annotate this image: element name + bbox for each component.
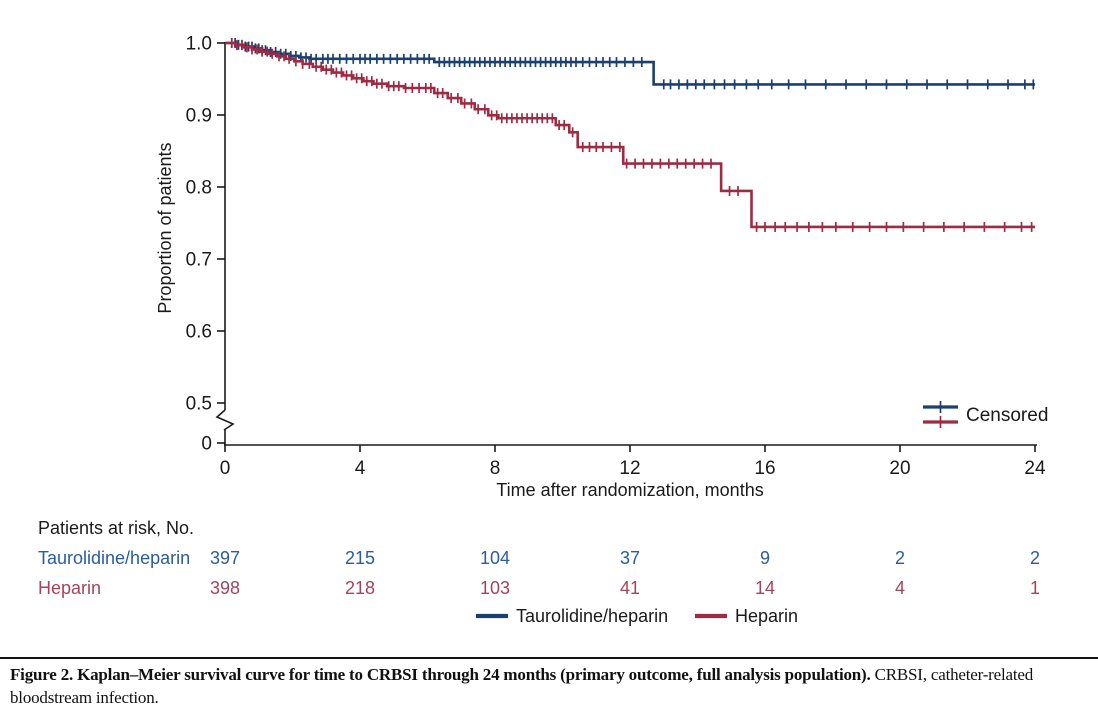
- caption-text: CRBSI, catheter-related bloodstream infe…: [10, 665, 1034, 707]
- y-tick-label: 0: [201, 434, 212, 455]
- risk-count: 103: [480, 578, 510, 598]
- km-curve-heparin: [225, 41, 1035, 229]
- y-tick-label: 0.9: [186, 106, 212, 127]
- x-tick-label: 8: [490, 458, 501, 479]
- risk-count: 4: [895, 578, 905, 598]
- risk-count: 1: [1030, 578, 1040, 598]
- risk-count: 218: [345, 578, 375, 598]
- y-tick-label: 0.5: [186, 394, 212, 415]
- y-tick-label: 0.8: [186, 178, 212, 199]
- y-axis-break: [215, 409, 235, 431]
- risk-count: 2: [895, 548, 905, 568]
- risk-count: 14: [755, 578, 775, 598]
- risk-count: 9: [760, 548, 770, 568]
- x-tick-label: 20: [889, 458, 910, 479]
- risk-count: 215: [345, 548, 375, 568]
- figure-caption: Figure 2. Kaplan–Meier survival curve fo…: [10, 663, 1090, 709]
- risk-count: 41: [620, 578, 640, 598]
- risk-row-label-taurolidine-heparin: Taurolidine/heparin: [38, 548, 190, 568]
- y-tick-label: 0.7: [186, 250, 212, 271]
- x-tick-label: 0: [220, 458, 231, 479]
- legend-label-taurolidine-heparin: Taurolidine/heparin: [516, 606, 668, 626]
- censor-marks-heparin: [230, 38, 1033, 232]
- risk-count: 2: [1030, 548, 1040, 568]
- y-tick-label: 1.0: [186, 34, 212, 55]
- caption-title: Figure 2. Kaplan–Meier survival curve fo…: [10, 665, 871, 684]
- x-tick-label: 12: [619, 458, 640, 479]
- x-tick-label: 24: [1024, 458, 1046, 479]
- legend-label-heparin: Heparin: [735, 606, 798, 626]
- x-tick-label: 16: [754, 458, 775, 479]
- risk-count: 104: [480, 548, 510, 568]
- y-axis-title: Proportion of patients: [155, 142, 175, 313]
- x-axis-title: Time after randomization, months: [496, 480, 763, 500]
- x-tick-label: 4: [355, 458, 366, 479]
- censored-legend-label: Censored: [966, 405, 1048, 426]
- censor-marks-taurolidine-heparin: [230, 38, 1035, 90]
- caption-divider: [0, 657, 1098, 659]
- y-tick-label: 0.6: [186, 322, 212, 343]
- risk-table-title: Patients at risk, No.: [38, 518, 194, 538]
- km-svg: 1.00.90.80.70.60.500 4 8 12 16 20 24Proportion…: [38, 34, 1048, 627]
- risk-count: 37: [620, 548, 640, 568]
- risk-count: 397: [210, 548, 240, 568]
- risk-count: 398: [210, 578, 240, 598]
- risk-row-label-heparin: Heparin: [38, 578, 101, 598]
- km-chart-area: 1.0 0.9 0.8 0.7 0.6 0.5 0 0 4 8 12 16 20 24 Proportion…: [38, 34, 1048, 627]
